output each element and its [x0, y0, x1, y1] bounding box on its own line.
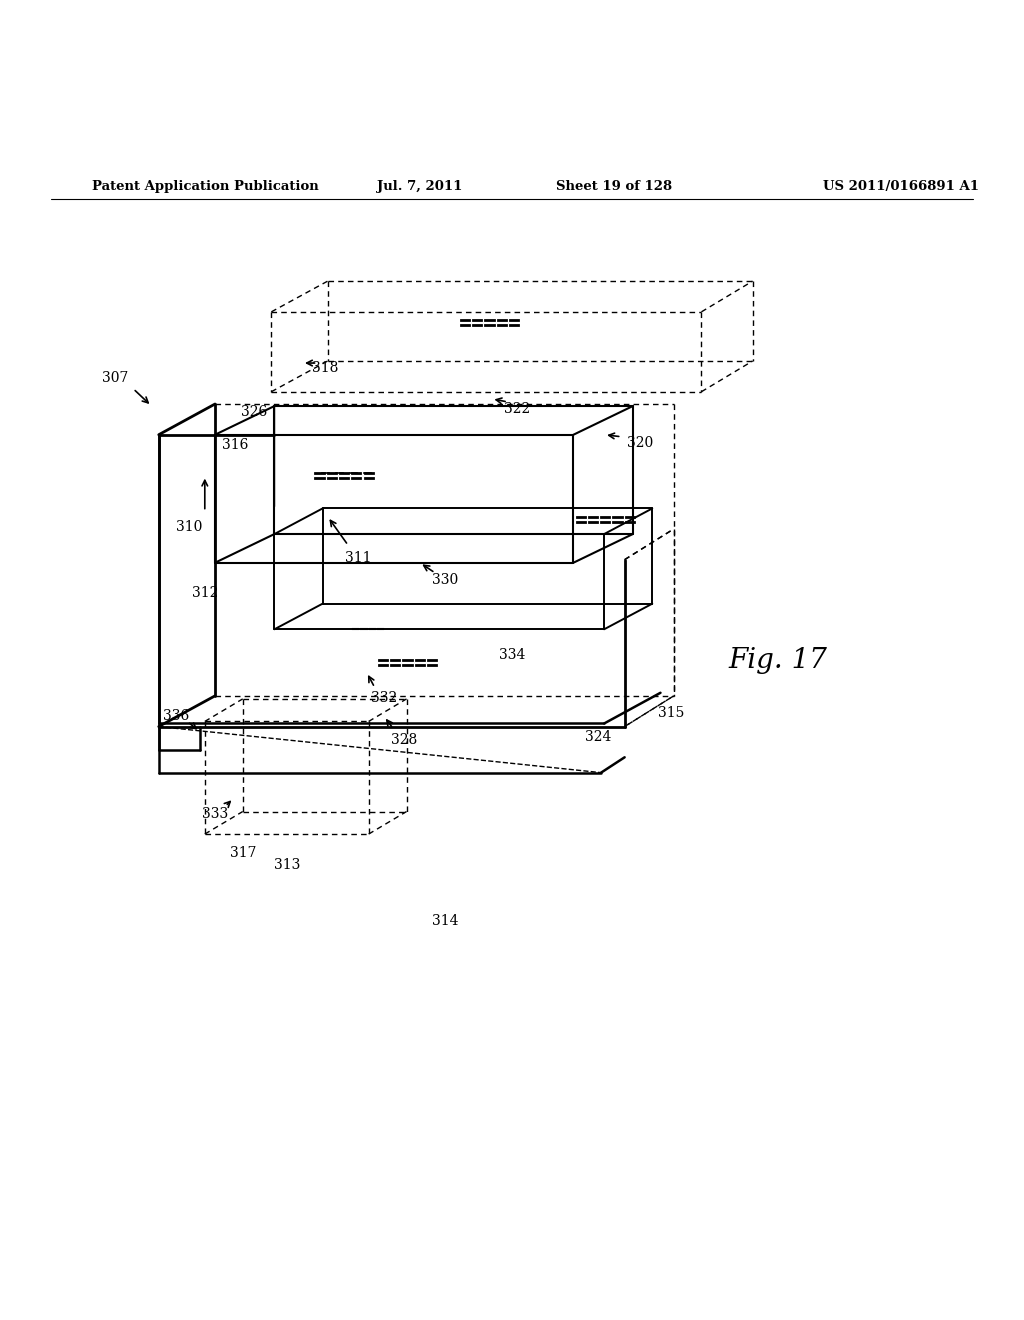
Text: 307: 307 [101, 371, 128, 385]
Text: 312: 312 [191, 586, 218, 601]
Text: 313: 313 [273, 858, 300, 871]
Text: 328: 328 [391, 733, 418, 747]
Text: Sheet 19 of 128: Sheet 19 of 128 [556, 181, 673, 194]
Text: 310: 310 [176, 520, 203, 533]
Text: 316: 316 [222, 438, 249, 451]
Text: 315: 315 [657, 706, 684, 721]
Text: 326: 326 [241, 405, 267, 420]
Text: 333: 333 [202, 807, 228, 821]
Text: Fig. 17: Fig. 17 [729, 647, 827, 673]
Text: US 2011/0166891 A1: US 2011/0166891 A1 [823, 181, 979, 194]
Text: 322: 322 [504, 403, 530, 416]
Text: 334: 334 [499, 648, 525, 661]
Text: 314: 314 [432, 915, 459, 928]
Text: Patent Application Publication: Patent Application Publication [92, 181, 318, 194]
Text: Jul. 7, 2011: Jul. 7, 2011 [377, 181, 463, 194]
Text: 336: 336 [163, 709, 189, 723]
Text: 317: 317 [230, 846, 257, 859]
Text: 332: 332 [371, 690, 397, 705]
Text: 330: 330 [432, 573, 459, 587]
Text: 318: 318 [312, 362, 339, 375]
Text: 311: 311 [345, 550, 372, 565]
Text: 320: 320 [627, 436, 653, 450]
Text: 324: 324 [585, 730, 611, 743]
